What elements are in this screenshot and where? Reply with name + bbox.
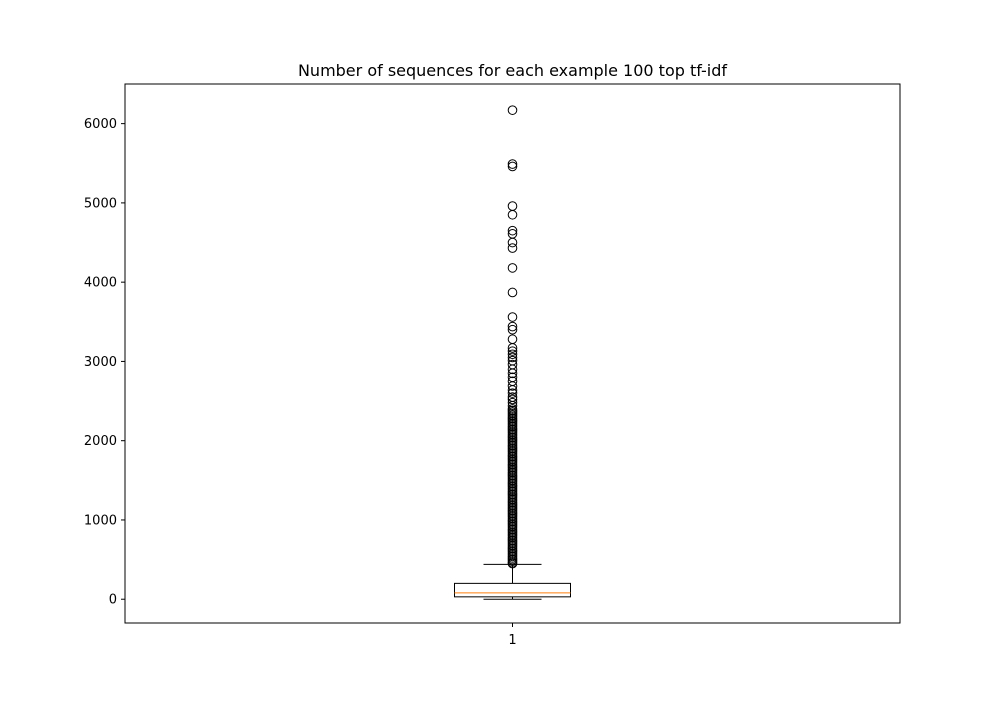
y-tick-label: 1000 [84, 513, 117, 528]
outlier-point [507, 381, 518, 391]
y-tick-label: 4000 [84, 276, 117, 291]
outlier-point [507, 352, 518, 363]
outlier-point [507, 368, 518, 379]
iqr-box [454, 582, 571, 598]
outlier-point [507, 105, 518, 115]
outlier-point [507, 364, 518, 375]
outlier-point [507, 343, 518, 353]
y-tick-label: 2000 [84, 434, 117, 449]
outlier-point [507, 324, 518, 335]
outlier-point [507, 346, 518, 356]
outlier-point [507, 201, 518, 211]
x-tick-label: 1 [508, 633, 516, 648]
plot-area: 0 1000 2000 3000 4000 5000 6000 1 [84, 105, 571, 648]
outlier-point [507, 401, 518, 411]
outlier-point [507, 349, 518, 360]
outlier-point [507, 312, 518, 322]
outlier-point [507, 287, 518, 298]
outlier-point [507, 558, 518, 569]
axes-frame [124, 83, 901, 624]
outlier-point [507, 209, 518, 220]
chart-title: Number of sequences for each example 100… [298, 61, 727, 80]
outlier-point [507, 237, 518, 248]
outlier-point [507, 161, 518, 172]
outlier-point [507, 388, 518, 398]
y-tick-label: 5000 [84, 196, 117, 211]
outlier-point [507, 225, 518, 236]
y-tick-label: 3000 [84, 355, 117, 370]
y-tick-label: 0 [109, 593, 117, 608]
outlier-point [507, 159, 518, 169]
outlier-point [507, 321, 518, 332]
outlier-point [507, 385, 518, 395]
outlier-point [507, 397, 518, 408]
outlier-point [507, 243, 518, 253]
y-tick-label: 6000 [84, 117, 117, 132]
outlier-point [507, 394, 518, 405]
outlier-point [507, 263, 518, 273]
outlier-point [507, 334, 518, 345]
